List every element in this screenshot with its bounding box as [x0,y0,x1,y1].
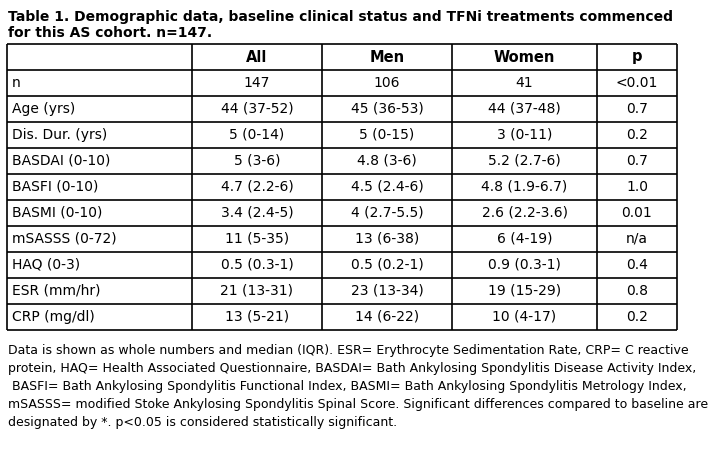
Text: 5.2 (2.7-6): 5.2 (2.7-6) [488,154,561,168]
Text: CRP (mg/dl): CRP (mg/dl) [12,310,95,324]
Text: for this AS cohort. n=147.: for this AS cohort. n=147. [8,26,212,40]
Text: 45 (36-53): 45 (36-53) [350,102,424,116]
Text: 0.9 (0.3-1): 0.9 (0.3-1) [488,258,561,272]
Text: HAQ (0-3): HAQ (0-3) [12,258,80,272]
Text: 5 (0-15): 5 (0-15) [359,128,415,142]
Text: 10 (4-17): 10 (4-17) [492,310,557,324]
Text: 0.8: 0.8 [626,284,648,298]
Text: Age (yrs): Age (yrs) [12,102,75,116]
Text: Table 1. Demographic data, baseline clinical status and TFNi treatments commence: Table 1. Demographic data, baseline clin… [8,10,673,24]
Text: n: n [12,76,21,90]
Text: BASFI= Bath Ankylosing Spondylitis Functional Index, BASMI= Bath Ankylosing Spon: BASFI= Bath Ankylosing Spondylitis Funct… [8,380,686,393]
Text: 11 (5-35): 11 (5-35) [225,232,289,246]
Text: 44 (37-48): 44 (37-48) [488,102,561,116]
Text: 0.7: 0.7 [626,102,648,116]
Text: 0.5 (0.2-1): 0.5 (0.2-1) [350,258,424,272]
Text: protein, HAQ= Health Associated Questionnaire, BASDAI= Bath Ankylosing Spondylit: protein, HAQ= Health Associated Question… [8,362,696,375]
Text: 147: 147 [244,76,270,90]
Text: 4.8 (1.9-6.7): 4.8 (1.9-6.7) [481,180,568,194]
Text: <0.01: <0.01 [616,76,658,90]
Text: ESR (mm/hr): ESR (mm/hr) [12,284,101,298]
Text: 3 (0-11): 3 (0-11) [497,128,552,142]
Text: 0.7: 0.7 [626,154,648,168]
Text: BASDAI (0-10): BASDAI (0-10) [12,154,110,168]
Text: mSASSS (0-72): mSASSS (0-72) [12,232,117,246]
Text: 0.01: 0.01 [622,206,652,220]
Text: 5 (0-14): 5 (0-14) [230,128,285,142]
Text: Men: Men [369,50,405,64]
Text: n/a: n/a [626,232,648,246]
Text: 4 (2.7-5.5): 4 (2.7-5.5) [350,206,424,220]
Text: Women: Women [494,50,555,64]
Text: 3.4 (2.4-5): 3.4 (2.4-5) [221,206,293,220]
Text: 0.2: 0.2 [626,310,648,324]
Text: Dis. Dur. (yrs): Dis. Dur. (yrs) [12,128,107,142]
Text: 19 (15-29): 19 (15-29) [488,284,561,298]
Text: 21 (13-31): 21 (13-31) [221,284,293,298]
Text: All: All [246,50,268,64]
Text: BASFI (0-10): BASFI (0-10) [12,180,98,194]
Text: 5 (3-6): 5 (3-6) [234,154,280,168]
Text: mSASSS= modified Stoke Ankylosing Spondylitis Spinal Score. Significant differen: mSASSS= modified Stoke Ankylosing Spondy… [8,398,708,411]
Text: 13 (5-21): 13 (5-21) [225,310,289,324]
Text: 4.7 (2.2-6): 4.7 (2.2-6) [221,180,293,194]
Text: 0.4: 0.4 [626,258,648,272]
Text: 41: 41 [515,76,534,90]
Text: BASMI (0-10): BASMI (0-10) [12,206,102,220]
Text: 0.2: 0.2 [626,128,648,142]
Text: 14 (6-22): 14 (6-22) [355,310,419,324]
Text: 4.5 (2.4-6): 4.5 (2.4-6) [350,180,424,194]
Text: designated by *. p<0.05 is considered statistically significant.: designated by *. p<0.05 is considered st… [8,416,397,429]
Text: 106: 106 [374,76,400,90]
Text: Data is shown as whole numbers and median (IQR). ESR= Erythrocyte Sedimentation : Data is shown as whole numbers and media… [8,344,689,357]
Text: 2.6 (2.2-3.6): 2.6 (2.2-3.6) [481,206,568,220]
Text: 13 (6-38): 13 (6-38) [355,232,419,246]
Text: 1.0: 1.0 [626,180,648,194]
Text: p: p [632,50,642,64]
Text: 4.8 (3-6): 4.8 (3-6) [357,154,417,168]
Text: 6 (4-19): 6 (4-19) [497,232,552,246]
Text: 23 (13-34): 23 (13-34) [350,284,424,298]
Text: 0.5 (0.3-1): 0.5 (0.3-1) [221,258,293,272]
Text: 44 (37-52): 44 (37-52) [221,102,293,116]
